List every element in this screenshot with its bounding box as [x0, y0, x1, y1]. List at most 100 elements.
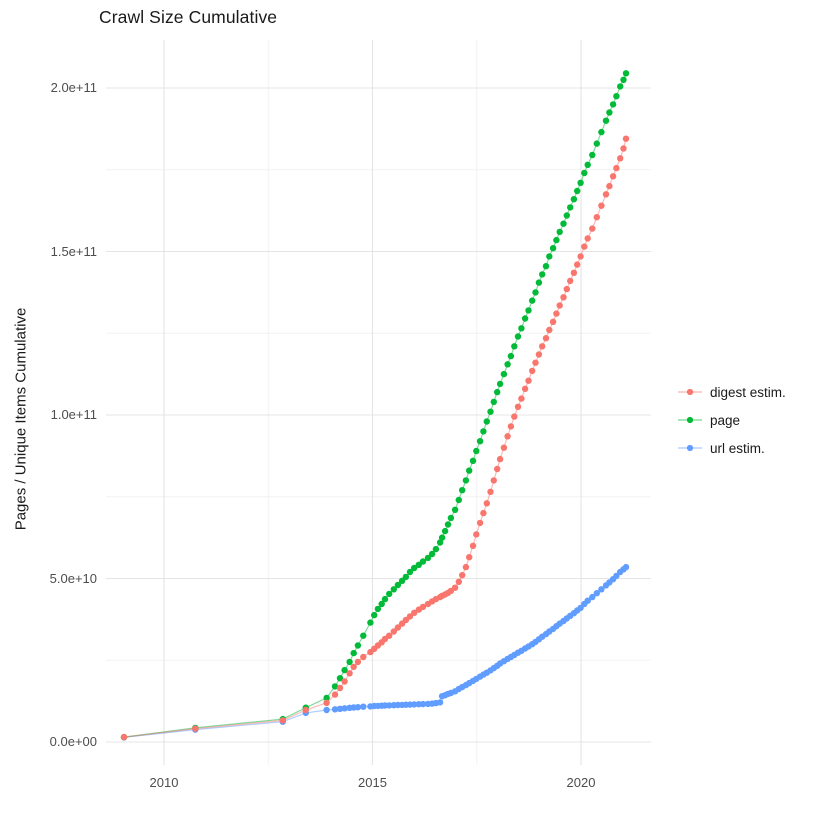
- digest-estim-point: [617, 155, 624, 162]
- page-point: [567, 204, 574, 211]
- url-estim-point: [354, 704, 362, 711]
- digest-estim-point: [386, 632, 393, 639]
- digest-estim-point: [504, 433, 511, 440]
- page-point: [598, 128, 605, 136]
- page-point: [514, 333, 522, 340]
- digest-estim-point: [598, 202, 605, 209]
- page-point: [511, 343, 518, 350]
- page-point: [593, 140, 600, 147]
- page-point: [438, 534, 446, 541]
- page-point: [490, 398, 497, 406]
- digest-estim-point: [279, 717, 286, 724]
- page-point: [354, 642, 362, 649]
- page-point: [480, 428, 487, 435]
- digest-estim-point: [411, 609, 418, 616]
- url-estim-point: [419, 700, 427, 708]
- digest-estim-point: [511, 413, 518, 420]
- legend-key-line-dot-icon: [678, 388, 702, 396]
- digest-estim-point: [529, 367, 536, 375]
- page-point: [447, 514, 455, 522]
- page-point: [622, 70, 630, 77]
- page-point: [432, 545, 440, 553]
- page-point: [350, 649, 357, 657]
- legend-label: url estim.: [710, 440, 765, 456]
- series-url-estim: [120, 563, 630, 741]
- digest-estim-point: [609, 173, 617, 180]
- digest-estim-point: [553, 310, 560, 317]
- digest-estim-point: [556, 302, 563, 309]
- digest-estim-point: [593, 214, 600, 221]
- page-point: [406, 568, 414, 576]
- digest-estim-point: [451, 584, 459, 591]
- page-point: [507, 352, 515, 360]
- page-point: [553, 236, 560, 244]
- url-estim-point: [360, 703, 367, 710]
- page-point: [331, 683, 339, 690]
- page-point: [609, 101, 617, 108]
- x-tick-label-2010: 2010: [149, 775, 179, 790]
- page-point: [602, 117, 610, 124]
- digest-estim-point: [336, 684, 344, 692]
- digest-estim-point: [532, 359, 539, 366]
- x-tick-label-2020: 2020: [566, 775, 596, 790]
- page-point: [419, 558, 427, 565]
- digest-estim-point: [577, 253, 584, 260]
- page-point: [451, 506, 459, 513]
- page-point: [469, 457, 477, 464]
- x-tick-label-2015: 2015: [358, 775, 387, 790]
- page-point: [436, 539, 444, 546]
- digest-estim-point: [560, 294, 567, 301]
- page-point: [444, 521, 452, 528]
- page-point: [336, 675, 344, 682]
- page-point: [525, 307, 532, 314]
- page-point: [473, 447, 480, 455]
- page-point: [589, 151, 596, 159]
- digest-estim-point: [620, 145, 627, 152]
- url-estim-point: [436, 699, 444, 706]
- page-point: [535, 279, 543, 286]
- digest-estim-point: [581, 243, 588, 250]
- digest-estim-point: [469, 542, 477, 549]
- page-point: [428, 550, 436, 558]
- y-tick-label-0e00: 0.0e+00: [49, 734, 97, 750]
- page-point: [346, 658, 353, 666]
- digest-estim-point: [473, 531, 480, 538]
- digest-estim-point: [514, 403, 522, 410]
- digest-estim-point: [360, 653, 367, 661]
- digest-estim-point: [546, 326, 553, 334]
- digest-estim-point: [487, 488, 494, 495]
- page-point: [620, 76, 627, 84]
- page-point: [341, 666, 348, 674]
- page-point: [462, 477, 470, 484]
- page-point: [476, 438, 484, 445]
- digest-estim-point: [602, 191, 610, 198]
- page-point: [367, 619, 374, 626]
- digest-estim-point: [613, 164, 620, 172]
- page-point: [521, 315, 529, 322]
- page-point: [360, 632, 367, 639]
- digest-estim-point: [480, 509, 487, 517]
- page-point: [378, 600, 385, 608]
- digest-estim-point: [589, 225, 596, 232]
- page-line: [123, 73, 627, 738]
- digest-estim-point: [542, 335, 550, 342]
- digest-estim-point: [507, 423, 515, 430]
- digest-estim-point: [518, 395, 525, 402]
- page-point: [617, 83, 624, 90]
- url-estim-point: [593, 590, 600, 597]
- page-point: [539, 271, 546, 278]
- chart-title: Crawl Size Cumulative: [99, 7, 278, 27]
- page-point: [411, 564, 418, 572]
- page-point: [371, 611, 378, 619]
- digest-estim-point: [323, 699, 330, 706]
- digest-estim-point: [402, 616, 410, 624]
- url-estim-point: [341, 705, 348, 712]
- legend-entry-page: page: [677, 406, 786, 434]
- page-point: [441, 527, 449, 535]
- legend-label: page: [710, 412, 741, 428]
- page-point: [529, 297, 536, 304]
- page-point: [613, 93, 620, 100]
- digest-estim-point: [331, 691, 339, 698]
- url-estim-point: [411, 701, 418, 708]
- page-point: [500, 370, 508, 378]
